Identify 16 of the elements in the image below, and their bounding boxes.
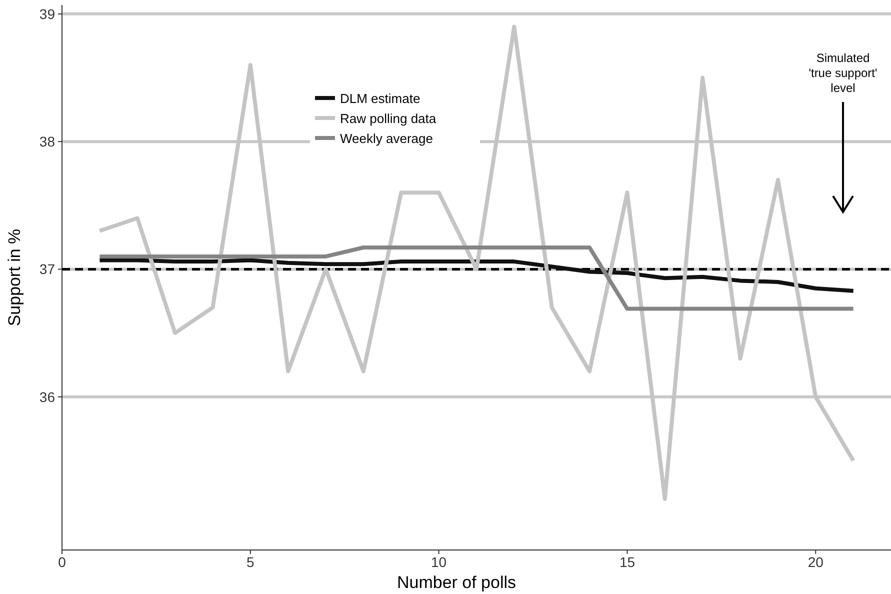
legend-label: Raw polling data [340,111,437,126]
x-tick-label: 10 [431,554,447,570]
y-tick-label: 36 [39,388,56,405]
x-axis-title: Number of polls [396,573,516,592]
y-tick-label: 38 [39,134,56,150]
y-tick-label: 39 [39,6,56,22]
line-series [98,258,856,293]
legend-label: Weekly average [340,131,433,146]
x-tick-label: 20 [808,554,824,570]
y-axis-title: Support in % [5,228,24,326]
y-tick-label: 37 [39,261,56,278]
x-tick-label: 0 [58,554,66,570]
x-tick-label: 5 [246,554,255,570]
x-tick-label: 15 [619,554,636,570]
legend-label: DLM estimate [340,91,420,106]
annotation: Simulated 'true support' level [808,51,878,95]
